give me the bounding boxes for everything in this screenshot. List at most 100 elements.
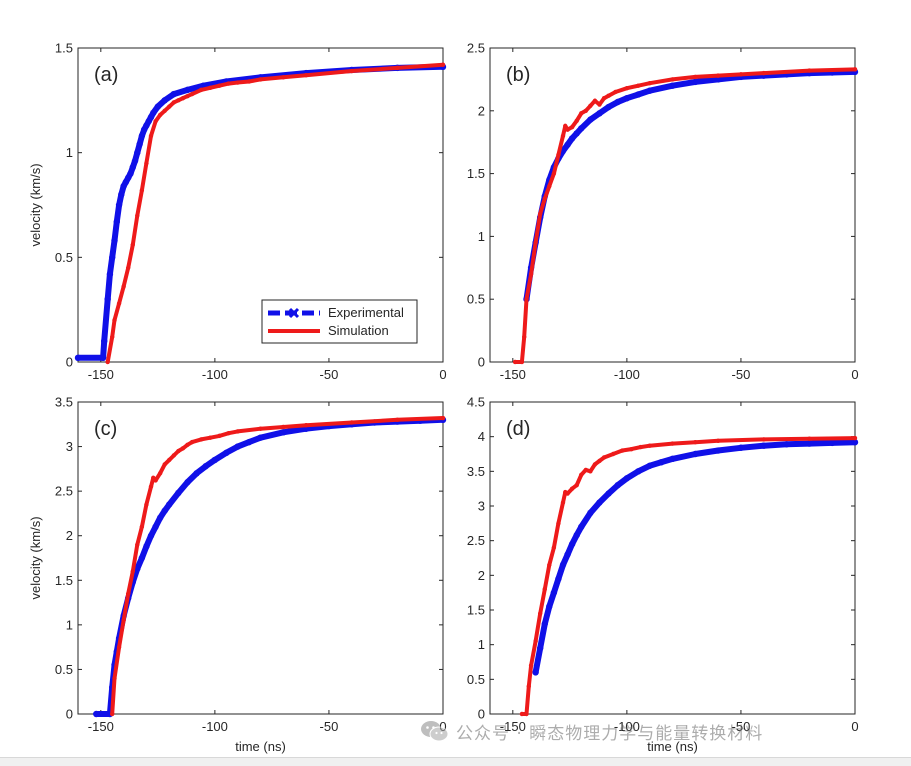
simulation-point: [189, 439, 195, 445]
simulation-point: [112, 676, 117, 681]
simulation-point: [715, 438, 721, 444]
simulation-point: [303, 422, 309, 428]
x-tick-label: -150: [500, 367, 526, 382]
legend-box: [261, 299, 418, 344]
legend-simulation-label: Simulation: [328, 323, 389, 338]
simulation-point: [738, 72, 744, 77]
axes-box: [489, 47, 856, 363]
simulation-point: [167, 104, 172, 109]
y-tick-label: 3: [66, 439, 73, 454]
experimental-point: [184, 479, 191, 486]
experimental-point: [150, 109, 157, 117]
y-axis-label: velocity (km/s): [28, 163, 43, 246]
experimental-point: [541, 620, 548, 628]
y-tick-label: 1.5: [467, 603, 485, 618]
experimental-point: [559, 561, 567, 569]
simulation-point: [157, 471, 163, 476]
simulation-point: [807, 68, 812, 73]
x-tick-label: -150: [88, 719, 114, 734]
x-tick-label: 0: [851, 367, 858, 382]
experimental-point: [596, 110, 603, 117]
simulation-point: [139, 524, 145, 529]
simulation-point: [638, 444, 643, 450]
simulation-point: [395, 65, 400, 71]
experimental-line: [532, 439, 858, 676]
simulation-point: [519, 711, 525, 717]
y-tick-label: 3.5: [467, 464, 485, 479]
experimental-point: [536, 644, 544, 652]
simulation-point: [208, 435, 213, 440]
simulation-point: [395, 417, 400, 423]
experimental-point: [605, 490, 612, 497]
experimental-point: [115, 201, 123, 209]
simulation-point: [208, 85, 213, 90]
x-tick-label: -50: [732, 367, 751, 382]
experimental-point: [806, 440, 813, 447]
y-tick-label: 4: [478, 429, 485, 444]
y-tick-label: 2.5: [467, 533, 485, 548]
experimental-point: [223, 449, 230, 457]
simulation-point: [533, 240, 538, 245]
y-tick-label: 2.5: [467, 41, 485, 56]
y-tick-label: 2: [66, 528, 73, 543]
x-axis-label: time (ns): [647, 739, 698, 754]
x-tick-label: -150: [500, 719, 526, 734]
experimental-point: [555, 575, 562, 582]
simulation-point: [171, 100, 177, 105]
simulation-point: [636, 83, 641, 88]
experimental-point: [646, 87, 653, 94]
experimental-point: [106, 270, 114, 278]
y-tick-label: 1: [478, 637, 485, 652]
x-tick-label: -100: [202, 367, 228, 382]
simulation-point: [176, 448, 181, 454]
simulation-point: [524, 711, 529, 717]
experimental-point: [851, 439, 859, 446]
simulation-point: [144, 502, 149, 507]
experimental-point: [578, 523, 585, 530]
simulation-point: [171, 453, 177, 458]
x-tick-label: -50: [732, 719, 751, 734]
simulation-point: [556, 152, 561, 157]
experimental-point: [760, 442, 767, 449]
simulation-point: [588, 103, 593, 108]
simulation-point: [281, 424, 286, 430]
experimental-point: [614, 482, 621, 489]
simulation-point: [647, 80, 652, 86]
experimental-point: [692, 78, 699, 86]
legend-experimental-label: Experimental: [328, 305, 404, 320]
experimental-point: [783, 441, 790, 448]
simulation-point: [556, 521, 561, 526]
simulation-point: [574, 118, 579, 124]
y-tick-label: 1.5: [55, 41, 73, 56]
y-tick-label: 1: [66, 617, 73, 632]
experimental-point: [623, 95, 631, 102]
experimental-point: [127, 170, 134, 177]
simulation-point: [440, 62, 446, 67]
simulation-point: [560, 133, 566, 139]
experimental-point: [828, 439, 836, 447]
x-tick-label: -150: [88, 367, 114, 382]
simulation-point: [349, 420, 354, 425]
experimental-point: [109, 254, 116, 261]
y-tick-label: 1.5: [467, 166, 485, 181]
y-tick-label: 1.5: [55, 573, 73, 588]
simulation-point: [606, 93, 611, 98]
panel-b: 0 0.5 1 1.5 2 2.5 -150 -100 -50 0 (b): [467, 41, 859, 383]
simulation-point: [533, 639, 538, 644]
simulation-point: [551, 545, 557, 550]
panel-a: 0 0.5 1 1.5 -150 -100 -50 0 (a) velocity (km/s) Ex…: [28, 41, 447, 383]
y-tick-label: 0.5: [55, 250, 73, 265]
experimental-point: [193, 470, 200, 477]
simulation-point: [110, 711, 115, 717]
experimental-point: [568, 135, 576, 142]
legend: Experimental Simulation: [261, 299, 418, 344]
experimental-point: [596, 499, 603, 506]
experimental-point: [118, 191, 125, 198]
y-tick-label: 3: [478, 499, 485, 514]
simulation-point: [579, 111, 584, 116]
simulation-point: [542, 196, 547, 201]
simulation-point: [588, 469, 593, 474]
x-tick-label: -50: [320, 367, 339, 382]
experimental-point: [93, 710, 100, 718]
simulation-point: [180, 446, 186, 451]
